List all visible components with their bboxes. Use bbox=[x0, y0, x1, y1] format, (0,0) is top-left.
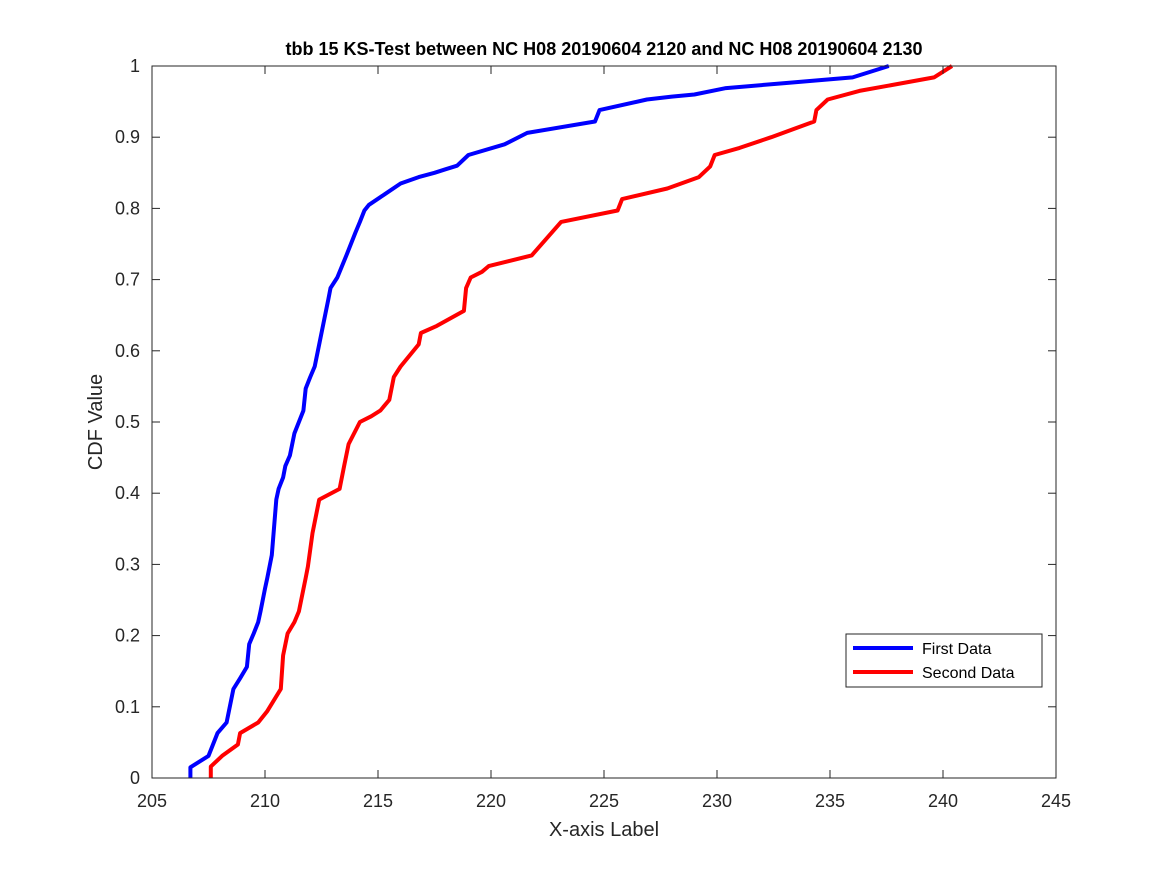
legend-box bbox=[845, 633, 1043, 688]
series-line-second-data bbox=[208, 64, 954, 778]
legend-label-first-data: First Data bbox=[922, 641, 991, 658]
x-tick-label: 230 bbox=[702, 791, 732, 811]
x-tick-label: 245 bbox=[1041, 791, 1071, 811]
y-axis-label: CDF Value bbox=[85, 374, 107, 470]
y-tick-label: 0.6 bbox=[115, 341, 140, 361]
x-tick-label: 210 bbox=[250, 791, 280, 811]
y-tick-label: 0.2 bbox=[115, 626, 140, 646]
x-tick-label: 205 bbox=[137, 791, 167, 811]
y-tick-label: 0.5 bbox=[115, 412, 140, 432]
chart-title: tbb 15 KS-Test between NC H08 20190604 2… bbox=[285, 39, 922, 59]
x-tick-label: 220 bbox=[476, 791, 506, 811]
series-line-first-data bbox=[188, 64, 890, 778]
series-layer bbox=[188, 64, 954, 778]
x-tick-label: 225 bbox=[589, 791, 619, 811]
y-tick-label: 0.3 bbox=[115, 554, 140, 574]
x-tick-label: 240 bbox=[928, 791, 958, 811]
legend: First Data Second Data bbox=[845, 633, 1043, 688]
y-tick-label: 0.4 bbox=[115, 483, 140, 503]
x-tick-label: 235 bbox=[815, 791, 845, 811]
x-tick-label: 215 bbox=[363, 791, 393, 811]
y-tick-label: 0.8 bbox=[115, 198, 140, 218]
y-tick-label: 0.7 bbox=[115, 270, 140, 290]
y-axis: 0 0.1 0.2 0.3 0.4 0.5 0.6 0.7 0.8 0.9 1 bbox=[115, 56, 1056, 788]
legend-label-second-data: Second Data bbox=[922, 665, 1015, 682]
x-axis-label: X-axis Label bbox=[549, 819, 659, 841]
y-tick-label: 0.9 bbox=[115, 127, 140, 147]
y-tick-label: 1 bbox=[130, 56, 140, 76]
y-tick-label: 0.1 bbox=[115, 697, 140, 717]
y-tick-label: 0 bbox=[130, 768, 140, 788]
x-axis: 205 210 215 220 225 230 235 240 245 bbox=[137, 66, 1071, 811]
